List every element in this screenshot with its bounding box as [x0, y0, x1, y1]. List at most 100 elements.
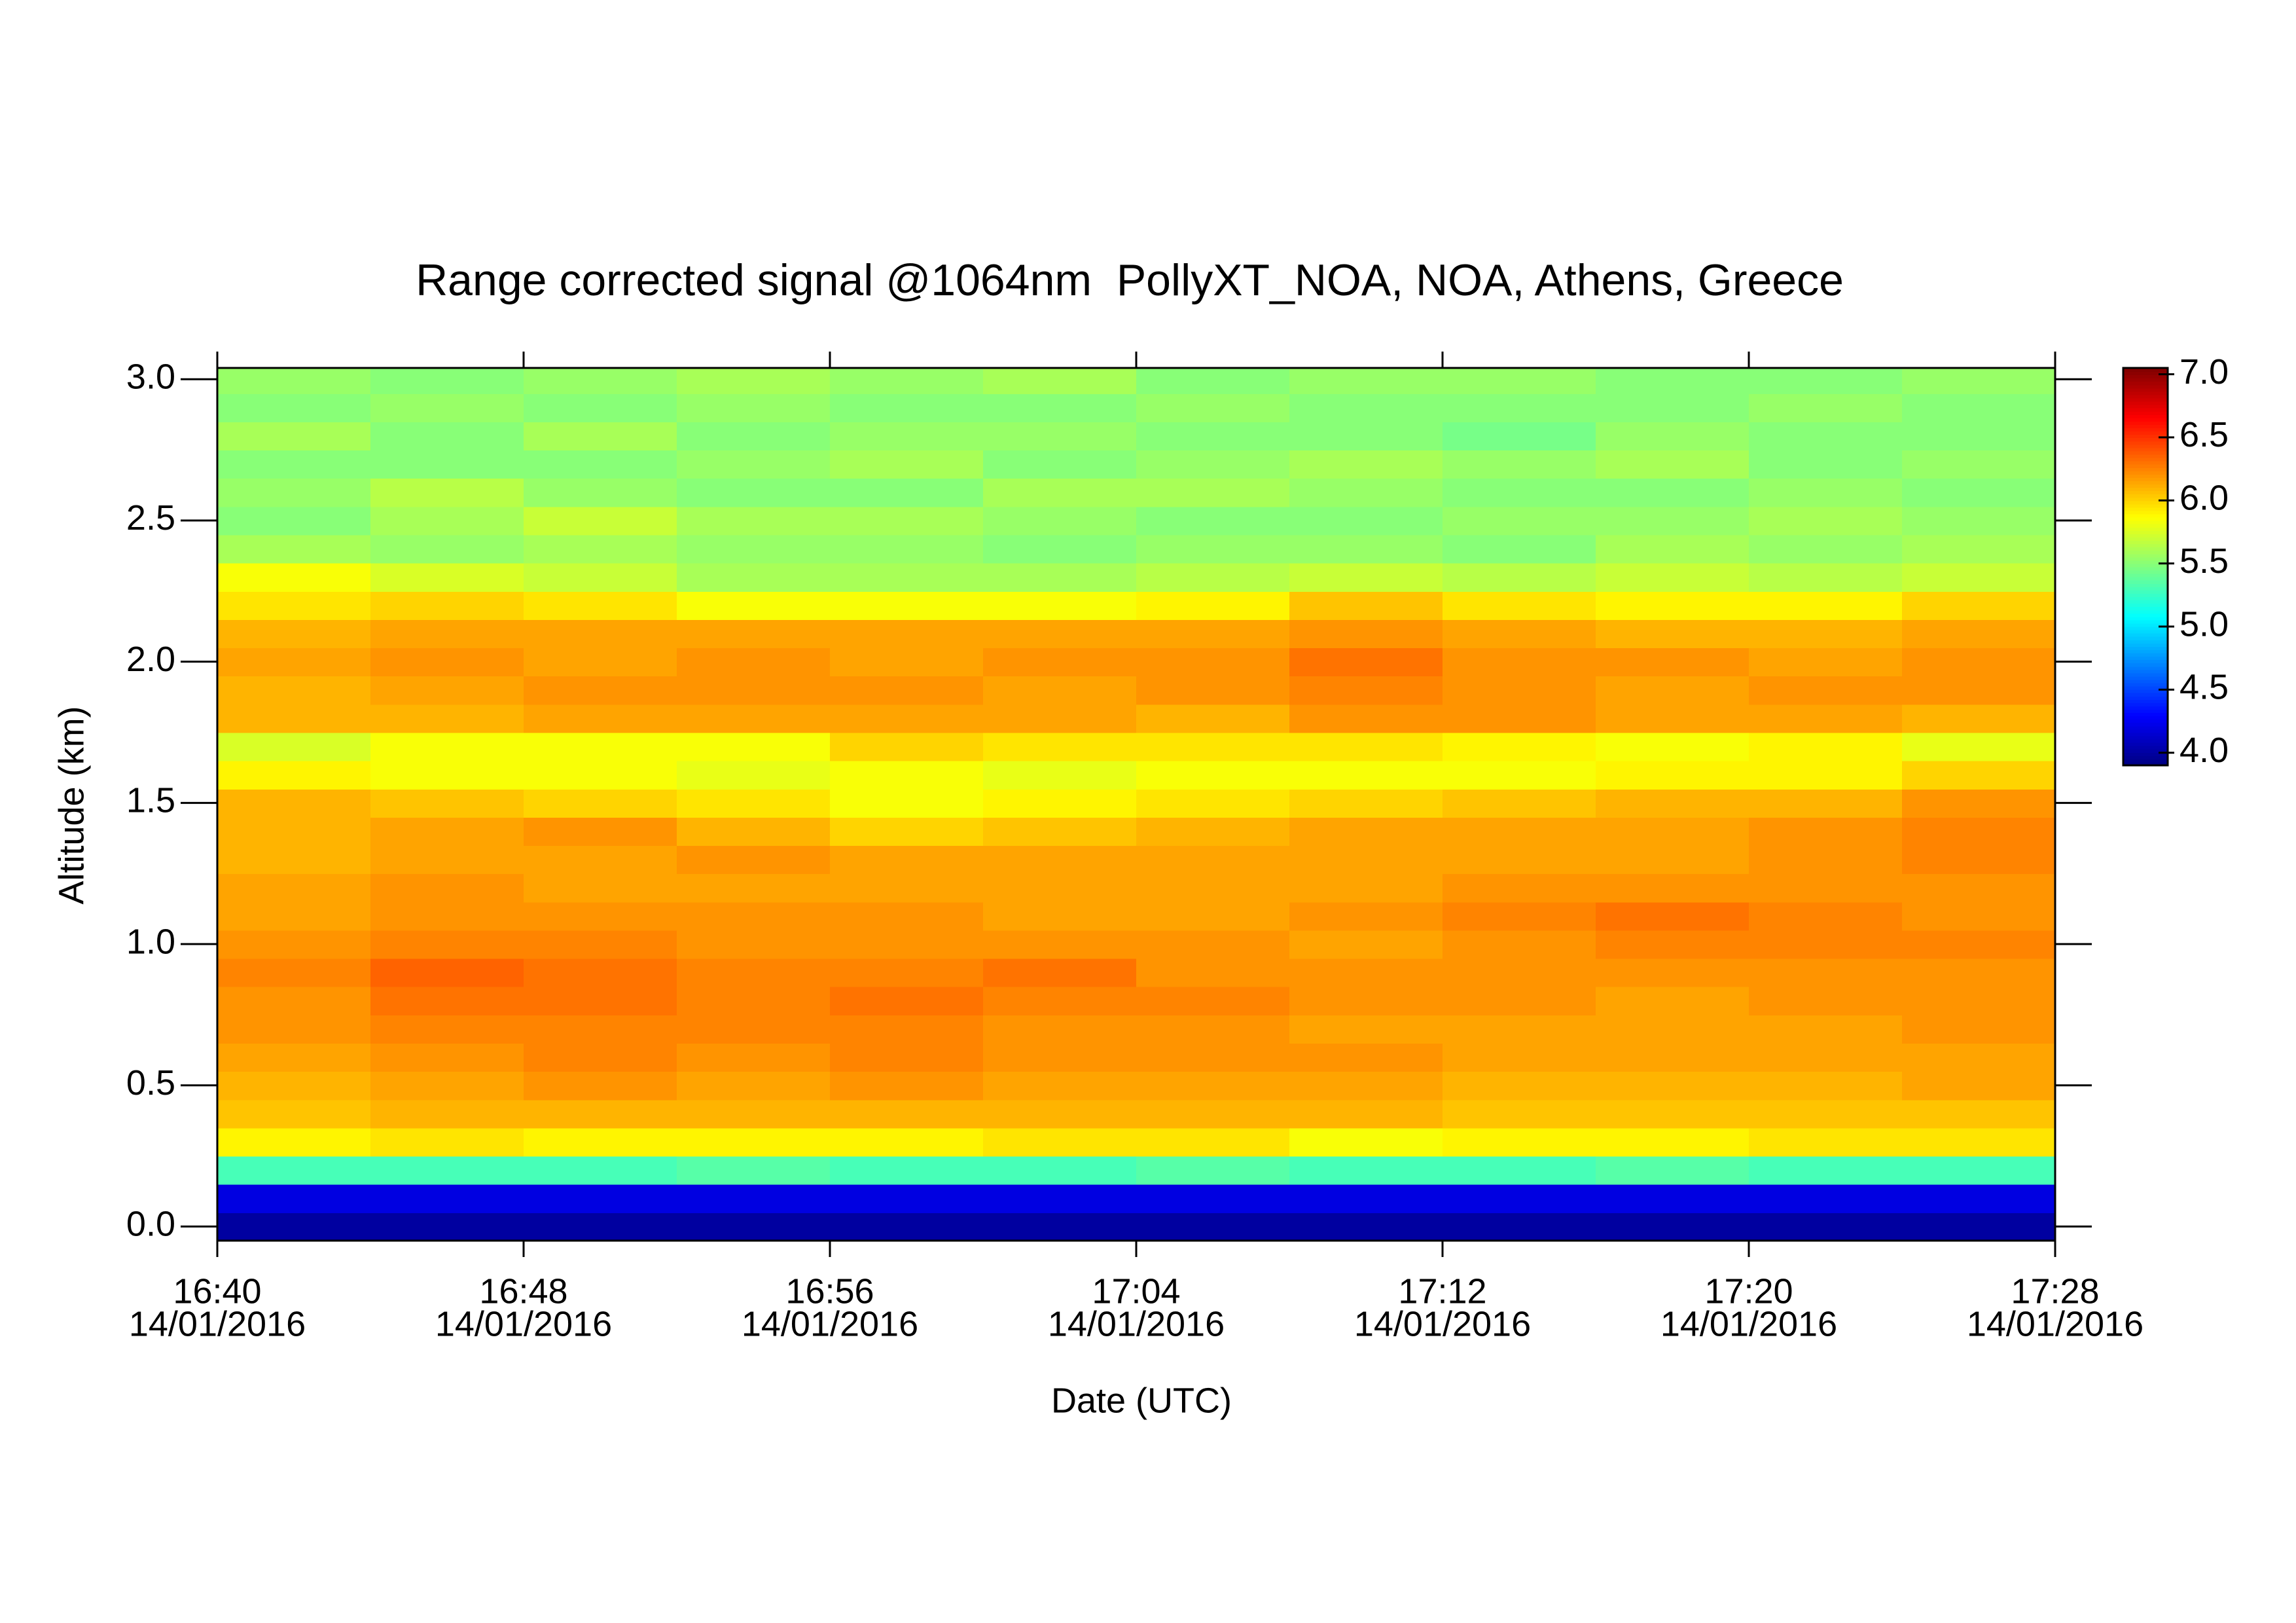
heatmap-cell	[1443, 1043, 1596, 1072]
colorbar-step	[2123, 517, 2168, 521]
heatmap-cell	[1902, 562, 2055, 592]
colorbar-step	[2123, 368, 2168, 373]
heatmap-cell	[370, 902, 524, 931]
heatmap-cell	[524, 368, 677, 394]
heatmap-cell	[830, 1156, 984, 1185]
heatmap-cell	[677, 845, 831, 875]
colorbar-step	[2123, 447, 2168, 452]
heatmap-cell	[1596, 1043, 1749, 1072]
heatmap-cell	[217, 591, 371, 620]
heatmap-cell	[1902, 647, 2055, 677]
heatmap-cell	[1749, 902, 1903, 931]
heatmap-cell	[1902, 676, 2055, 705]
heatmap-cell	[1443, 647, 1596, 677]
heatmap-cell	[217, 534, 371, 564]
colorbar-step	[2123, 464, 2168, 468]
heatmap-cell	[1902, 421, 2055, 451]
heatmap-cell	[1136, 1099, 1290, 1129]
heatmap-cell	[983, 368, 1137, 394]
colorbar-step	[2123, 573, 2168, 577]
heatmap-cell	[1749, 450, 1903, 479]
heatmap-cell	[1289, 619, 1443, 649]
colorbar-step	[2123, 374, 2168, 379]
colorbar-step	[2123, 729, 2168, 733]
colorbar-step	[2123, 642, 2168, 647]
heatmap-cell	[370, 1212, 524, 1241]
colorbar-step	[2123, 381, 2168, 386]
heatmap-cell	[830, 534, 984, 564]
heatmap-cell	[983, 676, 1137, 705]
heatmap-cell	[1136, 393, 1290, 422]
heatmap-cell	[1902, 1127, 2055, 1157]
heatmap-cell	[217, 845, 371, 875]
heatmap-cell	[1443, 562, 1596, 592]
heatmap-cell	[677, 562, 831, 592]
colorbar-step	[2123, 570, 2168, 574]
heatmap-cell	[677, 1014, 831, 1044]
heatmap-cell	[524, 1156, 677, 1185]
heatmap-cell	[370, 816, 524, 847]
heatmap-cell	[830, 562, 984, 592]
heatmap-cell	[370, 562, 524, 592]
colorbar-step	[2123, 500, 2168, 505]
heatmap-cell	[1749, 958, 1903, 987]
heatmap-cell	[524, 1014, 677, 1044]
colorbar-step	[2123, 404, 2168, 409]
colorbar-step	[2123, 742, 2168, 746]
colorbar-step	[2123, 477, 2168, 481]
heatmap-cell	[1289, 647, 1443, 677]
colorbar-step	[2123, 636, 2168, 640]
colorbar-step	[2123, 653, 2168, 657]
x-axis-label: Date (UTC)	[1051, 1381, 1232, 1420]
heatmap-cell	[830, 421, 984, 451]
colorbar-step	[2123, 586, 2168, 591]
heatmap-cell	[983, 562, 1137, 592]
heatmap-cell	[1289, 1184, 1443, 1213]
heatmap-cell	[983, 1071, 1137, 1101]
chart-title: Range corrected signal @1064nm PollyXT_N…	[416, 255, 1844, 305]
heatmap-cell	[983, 732, 1137, 761]
x-tick-label: 14/01/2016	[1660, 1304, 1837, 1343]
heatmap-cell	[1289, 1014, 1443, 1044]
x-tick-label: 17:04	[1092, 1271, 1180, 1311]
heatmap-cell	[1136, 986, 1290, 1015]
heatmap-cell	[1136, 816, 1290, 847]
heatmap-cell	[1596, 368, 1749, 394]
heatmap-cell	[830, 1014, 984, 1044]
colorbar-step	[2123, 553, 2168, 558]
heatmap-cell	[983, 506, 1137, 536]
heatmap-cell	[677, 816, 831, 847]
heatmap-cell	[524, 1099, 677, 1129]
heatmap-cell	[217, 958, 371, 987]
colorbar-step	[2123, 682, 2168, 687]
heatmap-cell	[983, 902, 1137, 931]
heatmap-cell	[1289, 816, 1443, 847]
heatmap-cell	[1596, 986, 1749, 1015]
colorbar-tick-label: 4.5	[2179, 668, 2229, 707]
colorbar-step	[2123, 510, 2168, 515]
heatmap-cell	[1749, 619, 1903, 649]
heatmap-cell	[1289, 788, 1443, 818]
colorbar-step	[2123, 656, 2168, 661]
heatmap-cell	[524, 450, 677, 479]
colorbar-step	[2123, 420, 2168, 425]
y-tick-label: 2.0	[126, 640, 175, 679]
heatmap-cell	[1596, 534, 1749, 564]
heatmap-cell	[1443, 506, 1596, 536]
heatmap-cell	[983, 845, 1137, 875]
heatmap-cell	[1749, 534, 1903, 564]
colorbar-step	[2123, 401, 2168, 405]
heatmap-cell	[1902, 873, 2055, 903]
heatmap-cell	[1749, 647, 1903, 677]
colorbar-step	[2123, 566, 2168, 571]
heatmap-cell	[1136, 368, 1290, 394]
heatmap-cell	[1443, 760, 1596, 790]
colorbar-step	[2123, 685, 2168, 690]
heatmap-cell	[1596, 591, 1749, 620]
heatmap-cell	[524, 1127, 677, 1157]
y-axis-label: Altitude (km)	[52, 706, 91, 904]
colorbar-step	[2123, 384, 2168, 389]
colorbar-step	[2123, 497, 2168, 501]
heatmap-cell	[370, 647, 524, 677]
